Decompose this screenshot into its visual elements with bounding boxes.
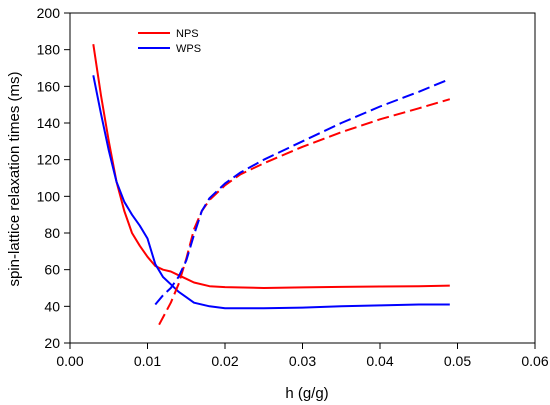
y-tick-label: 140 [37, 115, 61, 131]
y-tick-label: 80 [44, 225, 60, 241]
y-tick-label: 20 [44, 335, 60, 351]
series-layer [92, 44, 451, 326]
y-tick-label: 180 [37, 42, 61, 58]
series-line-nps [92, 44, 450, 289]
y-tick-label: 120 [37, 152, 61, 168]
x-tick-label: 0.06 [521, 353, 548, 369]
x-axis-title: h (g/g) [285, 385, 328, 402]
y-tick-label: 200 [37, 5, 61, 21]
x-tick-label: 0.02 [211, 353, 238, 369]
legend: NPS WPS [138, 28, 201, 55]
y-tick-label: 40 [44, 298, 60, 314]
series-line-wps [92, 75, 450, 310]
axes-layer: 0.00 0.01 0.02 0.03 0.04 0.05 0.06 20 40 60 80 100 1… [37, 5, 549, 369]
y-tick-label: 160 [37, 78, 61, 94]
plot-frame [69, 12, 536, 344]
plot-area [69, 12, 536, 344]
x-tick-label: 0.01 [134, 353, 161, 369]
x-tick-label: 0.05 [444, 353, 471, 369]
legend-label-nps: NPS [176, 28, 199, 40]
x-tick-label: 0.00 [56, 353, 83, 369]
series-line-dashed-3 [154, 78, 451, 306]
x-tick-label: 0.04 [366, 353, 393, 369]
legend-label-wps: WPS [176, 43, 201, 55]
y-tick-label: 100 [37, 188, 61, 204]
series-line-dashed-2 [158, 98, 451, 326]
x-tick-label: 0.03 [289, 353, 316, 369]
y-axis-title: spin-lattice relaxation times (ms) [6, 71, 23, 286]
y-tick-label: 60 [44, 262, 60, 278]
